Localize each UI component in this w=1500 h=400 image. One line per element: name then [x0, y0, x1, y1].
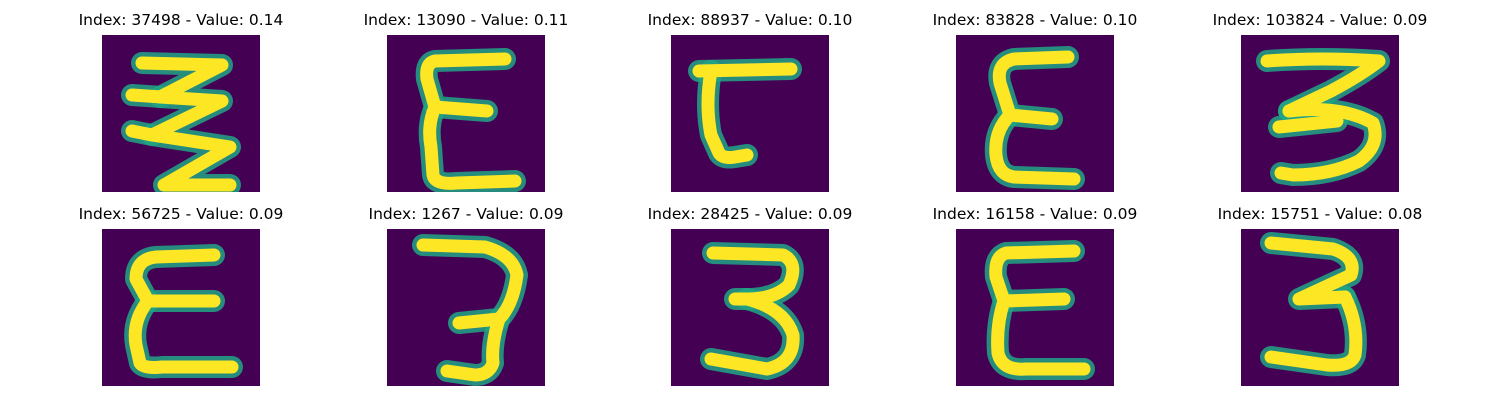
glyph-stroke — [704, 292, 800, 376]
digit-image — [956, 35, 1114, 192]
glyph-stroke — [992, 50, 1075, 126]
digit-image — [102, 35, 260, 192]
digit-image — [102, 229, 260, 386]
glyph-three — [1260, 232, 1367, 377]
glyph-stroke — [1264, 236, 1359, 306]
panel-title: Index: 28425 - Value: 0.09 — [647, 205, 853, 223]
panel-title: Index: 83828 - Value: 0.10 — [932, 11, 1138, 29]
glyph-stroke — [989, 108, 1081, 186]
panel-title: Index: 37498 - Value: 0.14 — [78, 11, 284, 29]
glyph-three — [1256, 48, 1390, 186]
glyph-three — [412, 234, 528, 386]
glyph-stroke — [701, 64, 754, 164]
glyph-stroke — [989, 244, 1081, 308]
glyph-stroke — [991, 294, 1091, 376]
glyph-stroke — [129, 248, 221, 308]
digit-image — [387, 35, 545, 192]
panel-title: Index: 15751 - Value: 0.08 — [1217, 205, 1423, 223]
glyph-stroke — [135, 56, 237, 192]
glyph-e-shape — [984, 46, 1085, 190]
panel-title: Index: 1267 - Value: 0.09 — [368, 205, 564, 223]
digit-image — [671, 35, 829, 192]
glyph-e-shape — [984, 240, 1095, 381]
glyph-three — [700, 242, 805, 380]
panel-title: Index: 56725 - Value: 0.09 — [78, 205, 284, 223]
glyph-stroke — [986, 290, 1095, 381]
digit-image — [671, 229, 829, 386]
panel-title: Index: 13090 - Value: 0.11 — [363, 11, 569, 29]
glyph-e-shape — [415, 48, 526, 192]
glyph-stroke — [1260, 52, 1386, 118]
digit-image — [1241, 229, 1399, 386]
panel-title: Index: 88937 - Value: 0.10 — [647, 11, 853, 29]
glyph-zigzag-3 — [121, 52, 241, 192]
glyph-stroke — [440, 312, 506, 382]
digit-image — [387, 229, 545, 386]
glyph-stroke — [1274, 103, 1382, 182]
glyph-stroke — [1272, 114, 1344, 134]
glyph-stroke — [125, 88, 169, 104]
glyph-stroke — [125, 124, 159, 142]
glyph-stroke — [1264, 290, 1363, 372]
glyph-l-shape — [688, 58, 802, 169]
digit-image — [1241, 35, 1399, 192]
glyph-stroke — [420, 52, 512, 118]
digit-image — [956, 229, 1114, 386]
glyph-stroke — [416, 238, 524, 330]
glyph-e-shape — [124, 244, 243, 379]
panel-title: Index: 16158 - Value: 0.09 — [932, 205, 1138, 223]
glyph-stroke — [423, 100, 522, 190]
panel-title: Index: 103824 - Value: 0.09 — [1212, 11, 1428, 29]
glyph-stroke — [128, 294, 239, 374]
